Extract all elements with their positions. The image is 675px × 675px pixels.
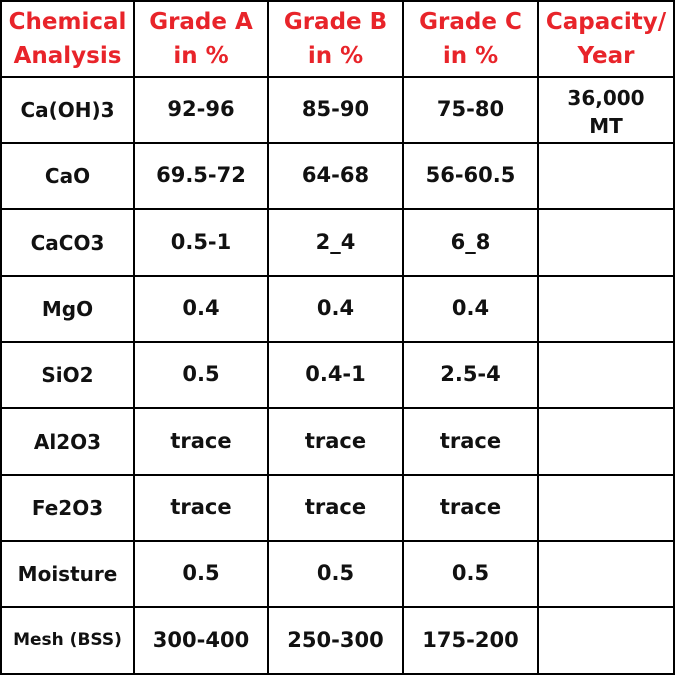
row-label-cao: CaO xyxy=(0,144,135,210)
header-chemical-analysis: Chemical Analysis xyxy=(0,0,135,78)
header-capacity-line2: Year xyxy=(577,43,635,69)
cell-moisture-grade-b: 0.5 xyxy=(269,542,404,608)
cell-mgo-grade-c: 0.4 xyxy=(404,277,539,343)
header-grade-b-line1: Grade B xyxy=(283,9,388,35)
cell-capacity-empty xyxy=(539,144,675,210)
cell-fe2o3-grade-a: trace xyxy=(135,476,269,542)
cell-caco3-grade-a: 0.5-1 xyxy=(135,210,269,277)
header-grade-b: Grade B in % xyxy=(269,0,404,78)
header-grade-c-line2: in % xyxy=(442,43,499,69)
cell-mesh-grade-b: 250-300 xyxy=(269,608,404,675)
cell-al2o3-grade-a: trace xyxy=(135,409,269,476)
cell-cao-grade-b: 64-68 xyxy=(269,144,404,210)
cell-caoh3-grade-a: 92-96 xyxy=(135,78,269,144)
cell-mgo-grade-b: 0.4 xyxy=(269,277,404,343)
header-capacity-year: Capacity/ Year xyxy=(539,0,675,78)
cell-fe2o3-grade-c: trace xyxy=(404,476,539,542)
header-analysis-line1: Chemical xyxy=(8,9,127,35)
capacity-value-line2: MT xyxy=(589,114,623,138)
cell-capacity-empty xyxy=(539,476,675,542)
cell-capacity-empty xyxy=(539,343,675,409)
row-label-mesh-bss: Mesh (BSS) xyxy=(0,608,135,675)
cell-capacity-empty xyxy=(539,409,675,476)
row-label-caco3: CaCO3 xyxy=(0,210,135,277)
cell-cao-grade-c: 56-60.5 xyxy=(404,144,539,210)
cell-caco3-grade-c: 6_8 xyxy=(404,210,539,277)
row-label-caoh3: Ca(OH)3 xyxy=(0,78,135,144)
cell-mesh-grade-a: 300-400 xyxy=(135,608,269,675)
cell-capacity-value: 36,000 MT xyxy=(539,78,675,144)
cell-caoh3-grade-b: 85-90 xyxy=(269,78,404,144)
cell-sio2-grade-b: 0.4-1 xyxy=(269,343,404,409)
cell-al2o3-grade-b: trace xyxy=(269,409,404,476)
cell-cao-grade-a: 69.5-72 xyxy=(135,144,269,210)
row-label-sio2: SiO2 xyxy=(0,343,135,409)
cell-capacity-empty xyxy=(539,542,675,608)
cell-capacity-empty xyxy=(539,277,675,343)
header-grade-b-line2: in % xyxy=(307,43,364,69)
cell-capacity-empty xyxy=(539,608,675,675)
cell-moisture-grade-a: 0.5 xyxy=(135,542,269,608)
cell-mgo-grade-a: 0.4 xyxy=(135,277,269,343)
cell-sio2-grade-a: 0.5 xyxy=(135,343,269,409)
cell-capacity-empty xyxy=(539,210,675,277)
capacity-value-line1: 36,000 xyxy=(567,86,645,110)
row-label-mgo: MgO xyxy=(0,277,135,343)
cell-al2o3-grade-c: trace xyxy=(404,409,539,476)
header-grade-c-line1: Grade C xyxy=(419,9,522,35)
header-analysis-line2: Analysis xyxy=(13,43,122,69)
header-grade-a-line2: in % xyxy=(173,43,229,69)
cell-caoh3-grade-c: 75-80 xyxy=(404,78,539,144)
cell-caco3-grade-b: 2_4 xyxy=(269,210,404,277)
header-grade-a: Grade A in % xyxy=(135,0,269,78)
cell-moisture-grade-c: 0.5 xyxy=(404,542,539,608)
header-grade-c: Grade C in % xyxy=(404,0,539,78)
cell-fe2o3-grade-b: trace xyxy=(269,476,404,542)
header-grade-a-line1: Grade A xyxy=(149,9,253,35)
row-label-fe2o3: Fe2O3 xyxy=(0,476,135,542)
row-label-moisture: Moisture xyxy=(0,542,135,608)
row-label-al2o3: Al2O3 xyxy=(0,409,135,476)
cell-mesh-grade-c: 175-200 xyxy=(404,608,539,675)
header-capacity-line1: Capacity/ xyxy=(545,9,667,35)
cell-sio2-grade-c: 2.5-4 xyxy=(404,343,539,409)
